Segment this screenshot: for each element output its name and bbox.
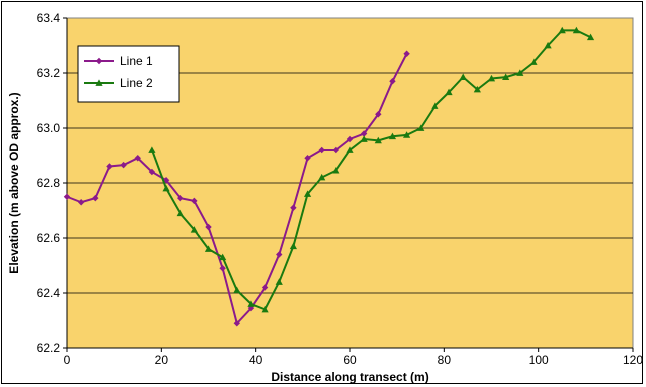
series-1-point: [375, 111, 382, 118]
series-1-point: [332, 146, 340, 154]
series-1-point: [304, 155, 311, 162]
series-2-point: [318, 173, 326, 181]
series-2-point: [388, 132, 397, 140]
y-tick-label: 62.2: [37, 341, 61, 355]
series-2-point: [558, 26, 566, 34]
series-2-point: [176, 209, 184, 217]
series-2-point: [516, 69, 524, 76]
series-1-point: [403, 50, 410, 57]
series-1-point: [77, 199, 85, 206]
series-1-point: [318, 146, 325, 154]
x-tick-label: 80: [438, 353, 452, 367]
legend-label-2: Line 2: [120, 76, 153, 90]
series-1-point: [63, 193, 71, 200]
series-1-point: [389, 78, 396, 85]
series-1-point: [148, 168, 156, 176]
series-2-point: [487, 74, 496, 82]
y-tick-label: 62.6: [37, 231, 61, 245]
series-2-point: [459, 73, 467, 81]
x-tick-label: 40: [249, 353, 263, 367]
x-tick-label: 120: [623, 353, 643, 367]
y-tick-label: 63.0: [37, 121, 61, 135]
series-2-point: [332, 167, 340, 174]
series-1-point: [261, 284, 269, 291]
x-axis-title: Distance along transect (m): [271, 370, 428, 384]
series-1-point: [177, 194, 184, 202]
series-1-point: [205, 223, 212, 231]
series-2-point: [530, 58, 538, 65]
x-tick-label: 60: [343, 353, 357, 367]
series-1-point: [106, 163, 113, 170]
series-2-point: [473, 85, 481, 93]
series-2-point: [261, 305, 269, 313]
series-2-point: [247, 300, 255, 307]
series-2-point: [431, 102, 439, 109]
series-1-point: [360, 130, 368, 137]
series-1-point: [346, 135, 354, 143]
series-1-point: [219, 265, 226, 272]
legend-marker-1: [95, 57, 103, 65]
series-2-point: [374, 136, 382, 144]
series-2-point: [346, 146, 354, 153]
series-1-point: [233, 320, 240, 327]
series-2-point: [275, 278, 283, 285]
series-2-point: [190, 226, 198, 233]
x-tick-label: 0: [64, 353, 71, 367]
y-tick-label: 63.2: [37, 66, 61, 80]
series-2-point: [572, 26, 580, 34]
series-2-point: [233, 286, 241, 294]
series-1-point: [191, 197, 198, 205]
series-2-point: [502, 73, 510, 81]
series-1-point: [290, 204, 297, 211]
legend-marker-2: [95, 79, 103, 86]
legend-box: [77, 45, 180, 103]
series-2-point: [417, 124, 425, 131]
series-2-point: [586, 33, 595, 41]
x-tick-label: 100: [529, 353, 549, 367]
series-2-point: [204, 245, 213, 252]
y-tick-label: 63.4: [37, 11, 61, 25]
legend-label-1: Line 1: [120, 54, 153, 68]
series-2-point: [445, 88, 453, 96]
y-tick-label: 62.8: [37, 176, 61, 190]
y-axis-title: Elevation (m above OD approx.): [7, 92, 21, 273]
series-1-point: [120, 161, 127, 169]
y-tick-label: 62.4: [37, 286, 61, 300]
series-2-point: [403, 131, 411, 138]
series-2-point: [303, 190, 312, 197]
series-2-point: [360, 135, 368, 142]
series-2-point: [219, 253, 227, 261]
x-tick-label: 20: [155, 353, 169, 367]
series-2-point: [544, 41, 552, 49]
series-1-point: [276, 251, 283, 258]
series-2-point: [162, 184, 170, 192]
series-1-point: [134, 155, 141, 162]
series-1-point: [92, 194, 99, 202]
series-2-point: [148, 146, 156, 153]
series-2-point: [289, 242, 297, 250]
